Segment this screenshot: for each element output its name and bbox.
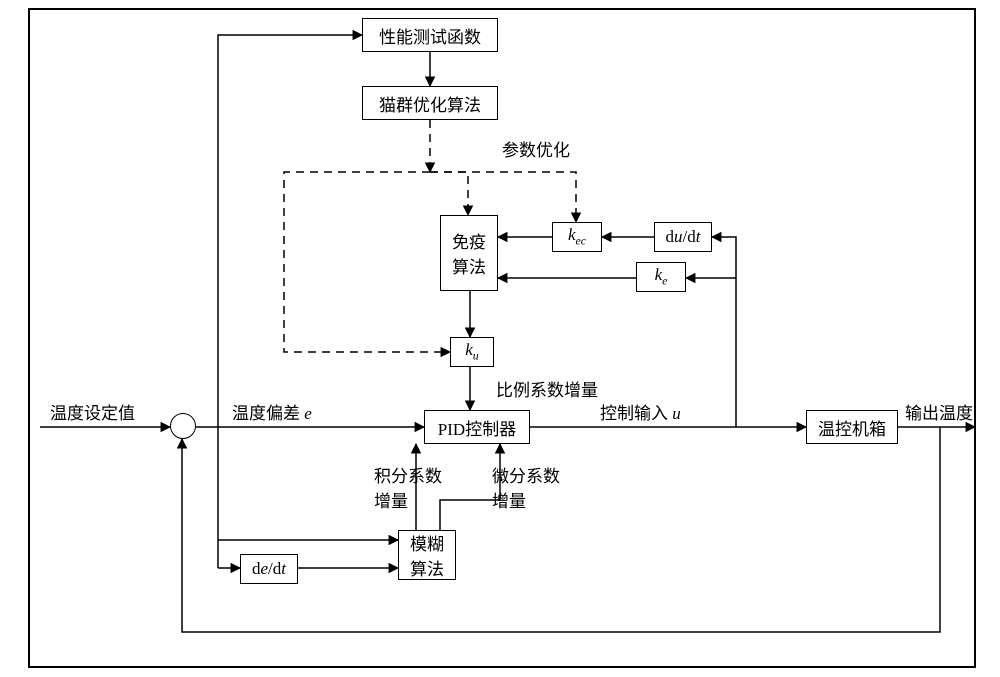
box-pid: PID控制器 xyxy=(424,410,530,444)
box-label: ku xyxy=(465,340,479,363)
box-immune: 免疫算法 xyxy=(440,215,498,291)
box-label: 性能测试函数 xyxy=(379,23,481,48)
label-output-temp: 输出温度 xyxy=(905,399,973,424)
label-ctrl-input: 控制输入 u xyxy=(600,399,681,424)
box-label: kec xyxy=(568,225,586,248)
label-param-opt: 参数优化 xyxy=(502,136,570,161)
box-label: ke xyxy=(655,265,668,288)
label-diff-inc: 微分系数增量 xyxy=(492,462,560,512)
summing-junction xyxy=(170,413,196,439)
box-dudt: du/dt xyxy=(654,222,712,252)
box-temp-chassis: 温控机箱 xyxy=(806,410,898,444)
diagram-frame xyxy=(28,8,976,668)
box-dedt: de/dt xyxy=(240,554,298,584)
label-prop-inc: 比例系数增量 xyxy=(496,376,598,401)
box-label: du/dt xyxy=(666,227,701,247)
box-label: 温控机箱 xyxy=(818,415,886,440)
box-ku: ku xyxy=(450,337,494,367)
box-label: 模糊算法 xyxy=(410,530,444,580)
label-int-inc: 积分系数增量 xyxy=(374,462,442,512)
box-label: de/dt xyxy=(252,559,286,579)
box-fuzzy: 模糊算法 xyxy=(398,530,456,580)
box-ke: ke xyxy=(636,262,686,292)
box-label: 猫群优化算法 xyxy=(379,91,481,116)
box-kec: kec xyxy=(552,222,602,252)
label-temp-err: 温度偏差 e xyxy=(232,399,312,424)
box-perf-test: 性能测试函数 xyxy=(362,18,498,52)
label-temp-set: 温度设定值 xyxy=(50,399,135,424)
box-cat-opt: 猫群优化算法 xyxy=(362,86,498,120)
box-label: 免疫算法 xyxy=(452,228,486,278)
box-label: PID控制器 xyxy=(438,415,516,440)
